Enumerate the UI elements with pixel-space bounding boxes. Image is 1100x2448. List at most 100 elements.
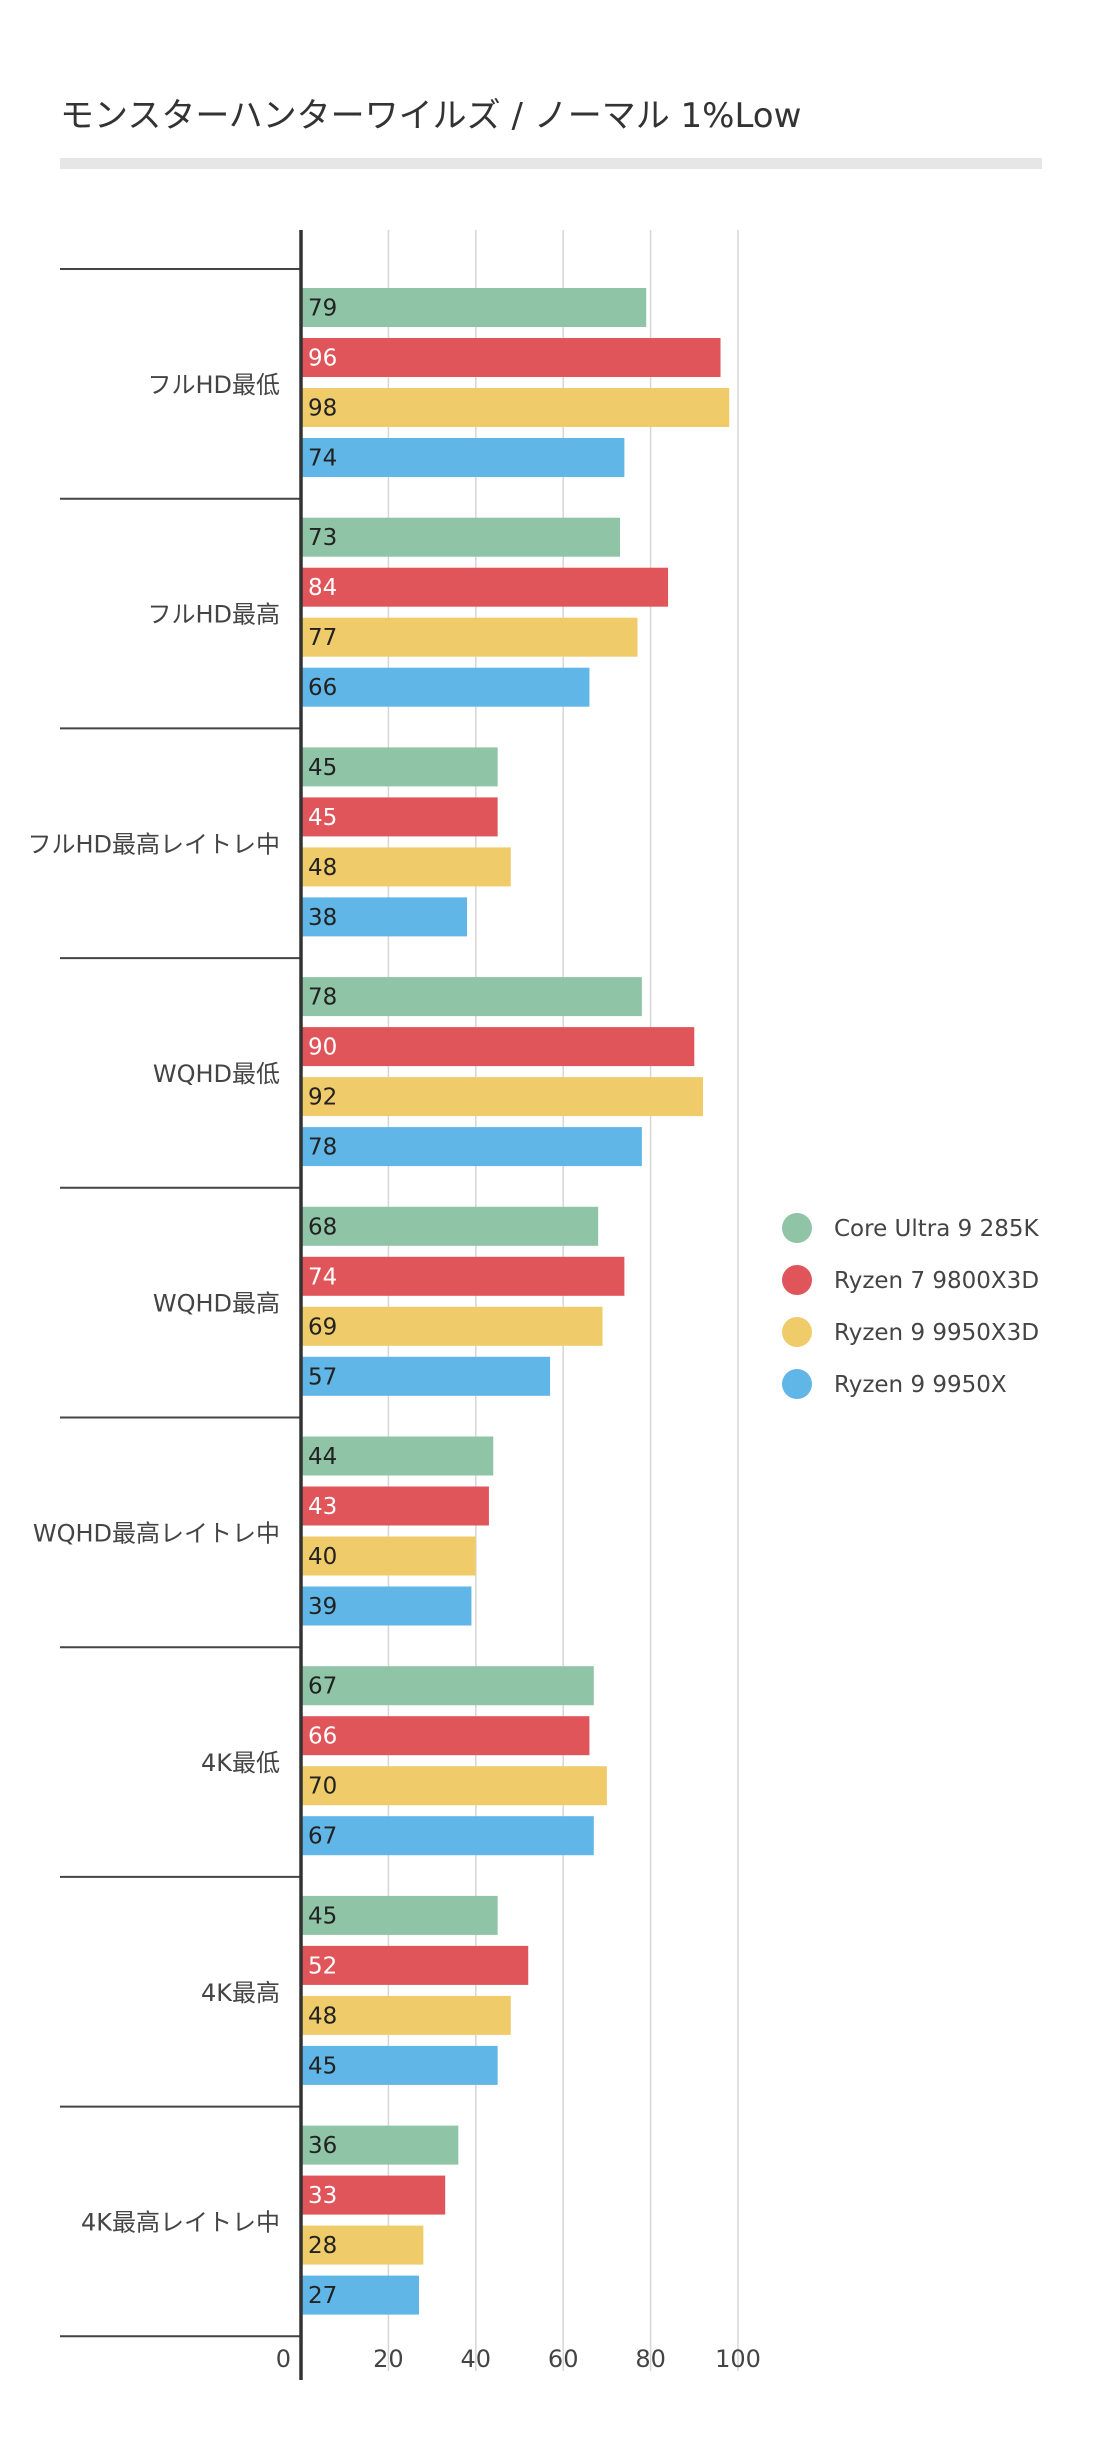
bar <box>301 438 625 477</box>
bar-value-label: 57 <box>308 1364 337 1390</box>
bar <box>301 1945 529 1985</box>
bar <box>301 847 511 887</box>
bar-value-label: 44 <box>308 1444 337 1470</box>
category-label-line: WQHD最高 <box>153 1290 280 1318</box>
bar-value-label: 66 <box>308 675 337 701</box>
bar <box>301 977 642 1017</box>
bar <box>301 617 638 657</box>
x-tick-label-80: 80 <box>635 2345 666 2373</box>
bar-value-label: 70 <box>308 1774 337 1800</box>
bar-value-label: 38 <box>308 905 337 931</box>
bar-value-label: 39 <box>308 1594 337 1620</box>
bar <box>301 1356 551 1396</box>
bar-value-label: 67 <box>308 1674 337 1700</box>
bar <box>301 1766 607 1806</box>
bar <box>301 2225 424 2265</box>
category-label: WQHD最低 <box>153 1060 280 1088</box>
bar-value-label: 66 <box>308 1724 337 1750</box>
bar-value-label: 78 <box>308 985 337 1011</box>
bar-value-label: 40 <box>308 1544 337 1570</box>
bar <box>301 1027 695 1067</box>
bar-value-label: 74 <box>308 1264 337 1290</box>
bar-value-label: 84 <box>308 575 337 601</box>
legend: Core Ultra 9 285K Ryzen 7 9800X3D Ryzen 9 … <box>782 1213 1039 1399</box>
bar-value-label: 67 <box>308 1824 337 1850</box>
legend-swatch <box>782 1213 812 1243</box>
category-label: フルHD最高 <box>147 601 280 629</box>
bar <box>301 388 730 427</box>
category-label-line: 4K最高レイトレ中 <box>81 2208 280 2236</box>
bar <box>301 1716 590 1756</box>
x-tick-label-20: 20 <box>373 2345 404 2373</box>
bar-value-label: 68 <box>308 1214 337 1240</box>
legend-swatch <box>782 1369 812 1399</box>
legend-swatch <box>782 1265 812 1295</box>
bar-value-label: 48 <box>308 2003 337 2029</box>
bars: 79 96 98 74 73 84 77 66 45 45 48 38 78 90 92 78 68 74 69 57… <box>301 288 730 2315</box>
bar-value-label: 45 <box>308 1903 337 1929</box>
legend-label: Core Ultra 9 285K <box>834 1216 1039 1242</box>
bar-value-label: 96 <box>308 346 337 372</box>
bar-value-label: 73 <box>308 525 337 551</box>
category-label-line: フルHD最高 <box>147 601 280 629</box>
chart-title: モンスターハンターワイルズ / ノーマル 1%Low <box>60 96 802 136</box>
bar <box>301 338 721 377</box>
category-label-line: フルHD最高レイトレ中 <box>27 830 280 858</box>
bar-value-label: 78 <box>308 1135 337 1161</box>
bar <box>301 1306 603 1346</box>
legend-label: Ryzen 9 9950X <box>834 1372 1007 1398</box>
bar-value-label: 74 <box>308 446 337 472</box>
bar <box>301 1486 489 1526</box>
bar-value-label: 69 <box>308 1314 337 1340</box>
category-label: 4K最高 <box>201 1979 280 2007</box>
category-label: 4K最低 <box>201 1749 280 1777</box>
bar <box>301 667 590 707</box>
legend-swatch <box>782 1317 812 1347</box>
legend-label: Ryzen 7 9800X3D <box>834 1268 1039 1294</box>
bar-value-label: 77 <box>308 625 337 651</box>
bar <box>301 1436 494 1476</box>
bar <box>301 2175 446 2215</box>
bar <box>301 897 468 937</box>
category-label: フルHD最高レイトレ中 <box>27 830 280 858</box>
bar <box>301 747 498 787</box>
bar <box>301 797 498 837</box>
bar <box>301 1895 498 1935</box>
bar <box>301 1995 511 2035</box>
bar-value-label: 33 <box>308 2183 337 2209</box>
bar <box>301 2125 459 2165</box>
bar <box>301 517 621 557</box>
x-tick-labels: 0 20 40 60 80 100 <box>276 2345 761 2373</box>
bar <box>301 1206 599 1246</box>
x-tick-label-60: 60 <box>548 2345 579 2373</box>
bar-value-label: 43 <box>308 1494 337 1520</box>
category-label-line: WQHD最高レイトレ中 <box>33 1519 280 1547</box>
category-label: フルHD最低 <box>147 371 280 399</box>
category-label-line: 4K最低 <box>201 1749 280 1777</box>
bar-value-label: 79 <box>308 296 337 322</box>
x-tick-label-100: 100 <box>715 2345 761 2373</box>
bar-value-label: 36 <box>308 2133 337 2159</box>
bar <box>301 1666 594 1706</box>
bar-value-label: 45 <box>308 755 337 781</box>
bar-value-label: 90 <box>308 1035 337 1061</box>
bar <box>301 1586 472 1626</box>
category-label: 4K最高レイトレ中 <box>81 2208 280 2236</box>
bar <box>301 1816 594 1856</box>
bar <box>301 567 669 607</box>
bar-value-label: 45 <box>308 805 337 831</box>
bar-value-label: 28 <box>308 2233 337 2259</box>
bar-value-label: 45 <box>308 2053 337 2079</box>
bar-value-label: 52 <box>308 1953 337 1979</box>
bar-value-label: 92 <box>308 1085 337 1111</box>
category-label-line: フルHD最低 <box>147 371 280 399</box>
category-label-line: WQHD最低 <box>153 1060 280 1088</box>
category-label-line: 4K最高 <box>201 1979 280 2007</box>
legend-label: Ryzen 9 9950X3D <box>834 1320 1039 1346</box>
title-underline <box>60 158 1042 169</box>
x-tick-label-0: 0 <box>276 2345 291 2373</box>
bar <box>301 1256 625 1296</box>
x-tick-label-40: 40 <box>461 2345 492 2373</box>
bar-value-label: 48 <box>308 855 337 881</box>
